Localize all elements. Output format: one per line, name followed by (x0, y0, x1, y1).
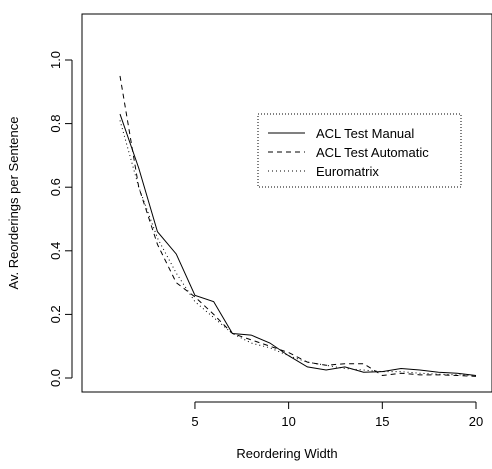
legend-label: Euromatrix (316, 164, 379, 179)
x-tick-label: 5 (191, 414, 198, 429)
y-axis: 0.0 0.2 0.4 0.6 0.8 1.0 (48, 51, 73, 387)
y-tick-label: 0.0 (48, 369, 63, 387)
x-axis: 5 10 15 20 (191, 401, 483, 429)
x-axis-label: Reordering Width (236, 446, 337, 461)
y-tick-label: 0.6 (48, 178, 63, 196)
y-tick-label: 1.0 (48, 51, 63, 69)
series-line-0 (119, 113, 477, 376)
series-group (119, 75, 477, 377)
y-tick-label: 0.4 (48, 242, 63, 260)
series-line-2 (119, 120, 477, 376)
y-axis-label: Av. Reorderings per Sentence (6, 117, 21, 290)
x-tick-label: 15 (375, 414, 389, 429)
legend-box (257, 113, 462, 188)
x-tick-label: 10 (281, 414, 295, 429)
plot-frame (81, 13, 492, 393)
legend: ACL Test Manual ACL Test Automatic Euromat… (257, 113, 462, 188)
series-line-1 (119, 75, 477, 377)
legend-label: ACL Test Manual (316, 126, 414, 141)
y-tick-label: 0.8 (48, 115, 63, 133)
legend-label: ACL Test Automatic (316, 145, 429, 160)
y-tick-label: 0.2 (48, 305, 63, 323)
x-tick-label: 20 (469, 414, 483, 429)
